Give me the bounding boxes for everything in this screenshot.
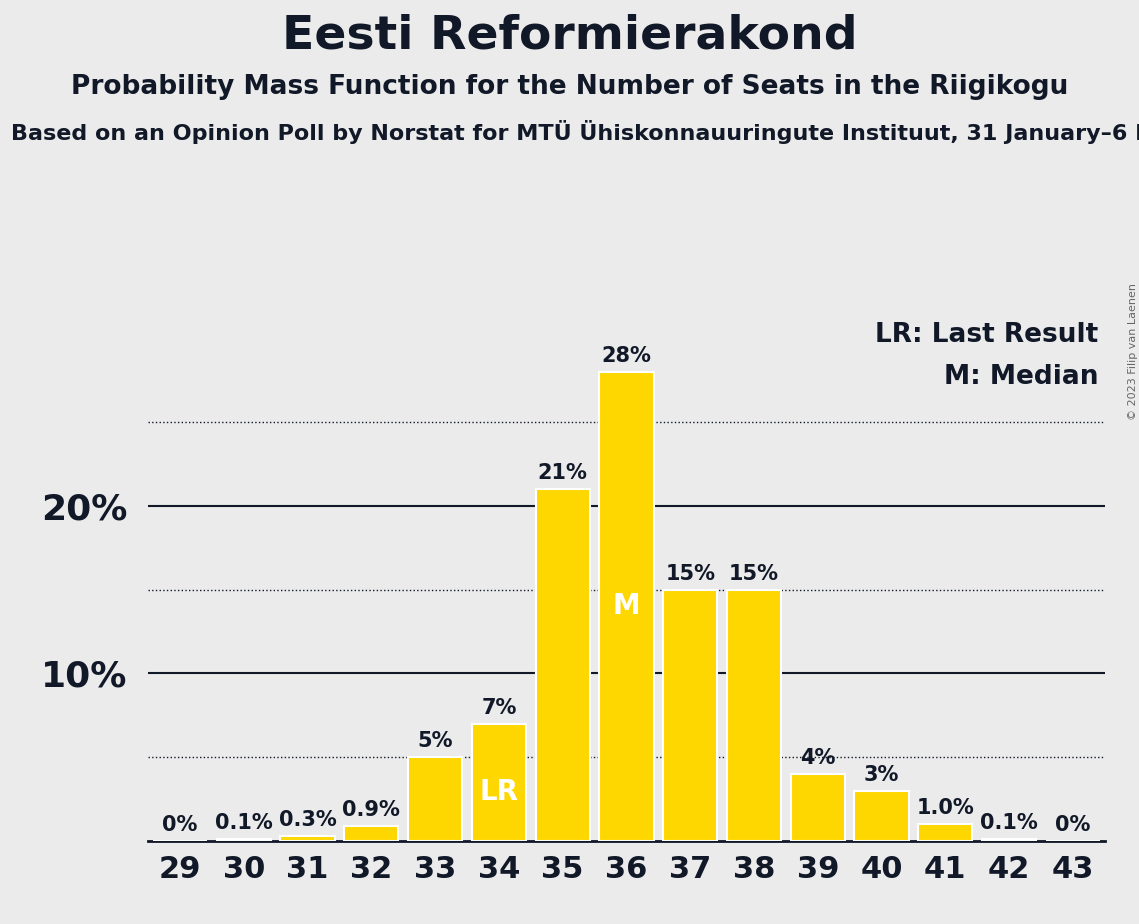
Text: 28%: 28%: [601, 346, 652, 366]
Bar: [280, 836, 335, 841]
Bar: [535, 489, 590, 841]
Text: 0%: 0%: [1055, 815, 1091, 835]
Bar: [472, 723, 526, 841]
Text: 4%: 4%: [800, 748, 836, 768]
Text: 0%: 0%: [162, 815, 198, 835]
Text: 5%: 5%: [417, 731, 453, 751]
Bar: [599, 372, 654, 841]
Bar: [982, 839, 1036, 841]
Bar: [918, 824, 973, 841]
Text: 21%: 21%: [538, 463, 588, 483]
Bar: [727, 590, 781, 841]
Text: 0.1%: 0.1%: [981, 813, 1038, 833]
Text: 7%: 7%: [481, 698, 517, 718]
Bar: [216, 839, 271, 841]
Text: 15%: 15%: [665, 564, 715, 584]
Text: © 2023 Filip van Laenen: © 2023 Filip van Laenen: [1129, 283, 1138, 419]
Bar: [408, 757, 462, 841]
Text: 0.3%: 0.3%: [279, 810, 336, 830]
Text: M: Median: M: Median: [944, 363, 1098, 390]
Text: Eesti Reformierakond: Eesti Reformierakond: [281, 14, 858, 59]
Text: M: M: [613, 592, 640, 620]
Bar: [854, 791, 909, 841]
Bar: [663, 590, 718, 841]
Text: Based on an Opinion Poll by Norstat for MTÜ Ühiskonnauuringute Instituut, 31 Jan: Based on an Opinion Poll by Norstat for …: [11, 120, 1139, 144]
Bar: [790, 774, 845, 841]
Text: LR: LR: [480, 778, 518, 806]
Text: LR: Last Result: LR: Last Result: [875, 322, 1098, 347]
Text: 0.9%: 0.9%: [343, 800, 400, 820]
Text: 3%: 3%: [863, 765, 900, 784]
Text: Probability Mass Function for the Number of Seats in the Riigikogu: Probability Mass Function for the Number…: [71, 74, 1068, 100]
Text: 0.1%: 0.1%: [215, 813, 272, 833]
Bar: [344, 826, 399, 841]
Text: 15%: 15%: [729, 564, 779, 584]
Text: 1.0%: 1.0%: [917, 798, 974, 819]
